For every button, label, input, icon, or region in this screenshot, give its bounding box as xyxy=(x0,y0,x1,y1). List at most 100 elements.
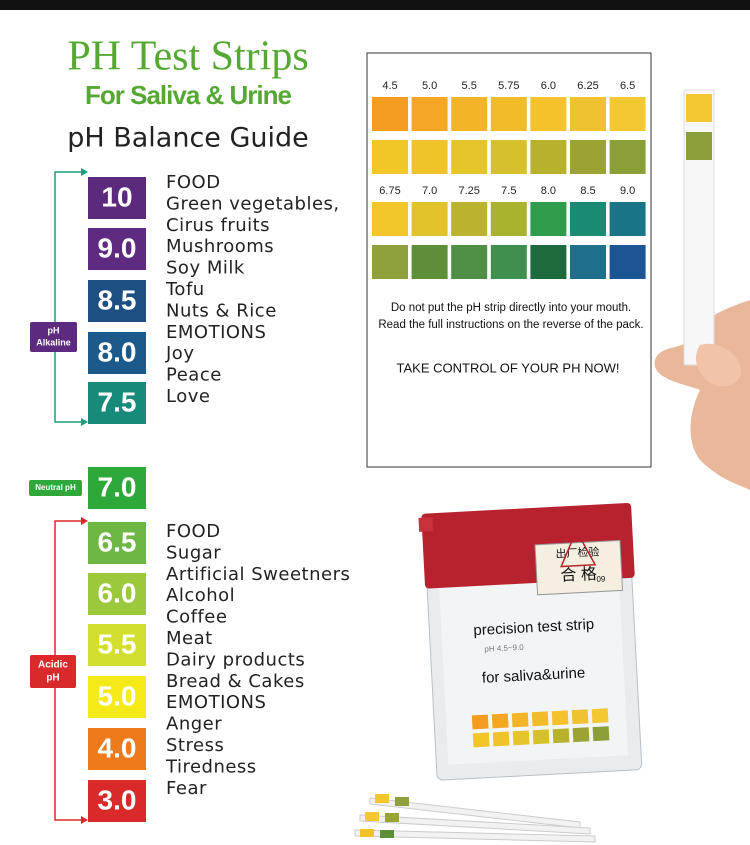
ph-value: 6.0 xyxy=(98,577,137,608)
note-line: Fear xyxy=(166,778,207,799)
note-line: EMOTIONS xyxy=(166,322,266,343)
note-line: EMOTIONS xyxy=(166,692,266,713)
note-line: Sugar xyxy=(166,542,221,563)
color-swatch xyxy=(451,97,488,131)
note-line: Alcohol xyxy=(166,585,235,606)
group-label: Neutral pH xyxy=(35,483,76,492)
group-label-box xyxy=(30,655,76,688)
color-swatch xyxy=(530,97,567,131)
color-swatch xyxy=(490,140,527,174)
color-swatch xyxy=(451,140,488,174)
note-line: Joy xyxy=(165,343,194,364)
color-swatch xyxy=(490,97,527,131)
bracket-arrow xyxy=(81,168,88,176)
strip-pad xyxy=(686,132,712,160)
swatch-label: 9.0 xyxy=(620,185,635,197)
ph-box xyxy=(88,676,146,718)
ph-value: 8.0 xyxy=(98,336,137,367)
ph-value: 4.0 xyxy=(98,732,137,763)
color-swatch xyxy=(570,97,606,131)
ph-box xyxy=(88,332,146,374)
color-swatch xyxy=(609,97,646,131)
mini-swatch xyxy=(532,729,550,745)
mini-swatch xyxy=(591,708,609,724)
package-use: for saliva&urine xyxy=(481,664,585,686)
color-swatch xyxy=(530,245,567,279)
color-swatch xyxy=(490,245,527,279)
subtitle: For Saliva & Urine xyxy=(85,80,291,110)
group-label-box xyxy=(29,480,82,496)
ph-value: 7.5 xyxy=(98,386,137,417)
color-swatch xyxy=(451,202,488,236)
ph-box xyxy=(88,467,146,509)
ph-value: 7.0 xyxy=(98,471,137,502)
note-line: Peace xyxy=(166,365,222,386)
note-line: Tiredness xyxy=(165,756,257,777)
guide-title: pH Balance Guide xyxy=(67,123,309,154)
card-note: Do not put the pH strip directly into yo… xyxy=(391,302,631,314)
hand xyxy=(654,300,750,490)
color-swatch xyxy=(451,245,488,279)
note-line: FOOD xyxy=(166,521,221,542)
swatch-label: 7.5 xyxy=(501,185,516,197)
note-line: Bread & Cakes xyxy=(166,671,305,692)
top-bar xyxy=(0,0,750,10)
color-swatch xyxy=(411,245,448,279)
group-label: pH xyxy=(48,325,60,335)
title: PH Test Strips xyxy=(67,34,308,80)
ph-box xyxy=(88,177,146,219)
color-swatch xyxy=(411,140,448,174)
group-label-box xyxy=(30,322,77,352)
note-line: Nuts & Rice xyxy=(166,300,277,321)
color-swatch xyxy=(372,97,408,131)
note-line: Love xyxy=(166,386,210,407)
package-tab xyxy=(418,517,434,532)
ph-box xyxy=(88,728,146,770)
ph-value: 5.5 xyxy=(98,628,137,659)
strip-pad xyxy=(686,94,712,122)
seal-sticker xyxy=(534,539,624,596)
bracket-arrow xyxy=(81,418,88,426)
note-line: Meat xyxy=(166,628,213,649)
color-swatch xyxy=(609,245,646,279)
swatch-label: 7.25 xyxy=(458,185,479,197)
color-swatch xyxy=(411,97,448,131)
ph-box xyxy=(88,780,146,822)
thumb xyxy=(695,343,741,387)
swatch-label: 8.0 xyxy=(541,185,556,197)
package-range: pH 4.5~9.0 xyxy=(484,643,524,654)
note-line: Coffee xyxy=(166,607,227,628)
note-line: Dairy products xyxy=(166,649,305,670)
swatch-label: 5.0 xyxy=(422,80,437,92)
mini-swatch xyxy=(472,732,490,748)
card-note: Read the full instructions on the revers… xyxy=(378,319,643,331)
note-line: Stress xyxy=(166,735,224,756)
mini-swatch xyxy=(552,728,570,744)
color-swatch xyxy=(372,245,408,279)
seal-triangle xyxy=(560,528,597,568)
card-cta: TAKE CONTROL OF YOUR PH NOW! xyxy=(397,360,620,375)
note-line: Tofu xyxy=(165,279,205,300)
swatch-label: 5.75 xyxy=(498,80,519,92)
ph-value: 3.0 xyxy=(98,784,137,815)
color-swatch xyxy=(530,140,567,174)
note-line: Mushrooms xyxy=(166,236,274,257)
color-swatch xyxy=(609,140,646,174)
group-label: pH xyxy=(46,673,59,684)
swatch-label: 7.0 xyxy=(422,185,437,197)
package-title: precision test strip xyxy=(473,616,595,639)
mini-swatch xyxy=(551,710,569,726)
mini-swatch xyxy=(511,712,529,728)
note-line: Artificial Sweetners xyxy=(166,564,350,585)
ph-value: 9.0 xyxy=(98,232,137,263)
color-swatch xyxy=(609,202,646,236)
color-swatch xyxy=(372,202,408,236)
color-swatch xyxy=(411,202,448,236)
swatch-label: 6.0 xyxy=(541,80,556,92)
ph-value: 6.5 xyxy=(98,526,137,557)
seal-code: 09 xyxy=(596,574,606,583)
note-line: Green vegetables, xyxy=(166,193,340,214)
note-line: Cirus fruits xyxy=(166,215,270,236)
